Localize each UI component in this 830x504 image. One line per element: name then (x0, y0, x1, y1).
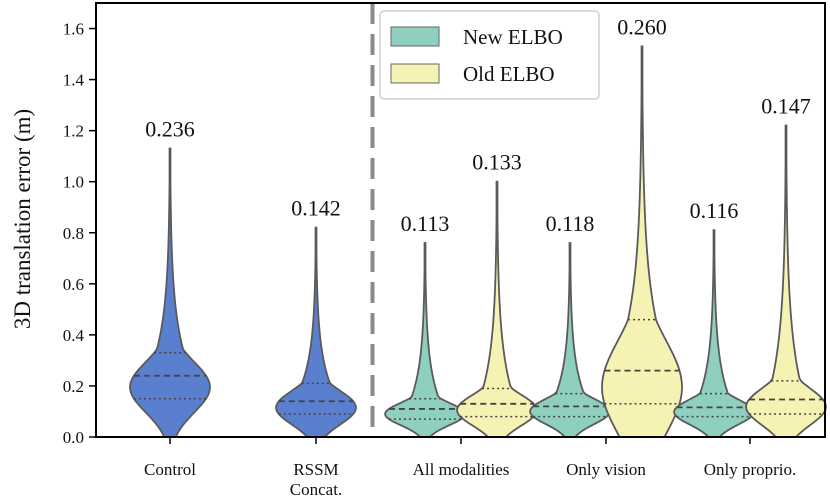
median-value-label: 0.113 (401, 211, 450, 236)
y-tick-label: 0.2 (63, 377, 84, 396)
median-annotations: 0.236 0.142 0.113 0.133 0.118 0.260 0.116 0.147 (145, 14, 811, 236)
x-category-label: Only vision (566, 460, 646, 479)
violin-body (745, 124, 827, 438)
legend-label-old-elbo: Old ELBO (463, 62, 555, 86)
median-value-label: 0.147 (761, 94, 811, 119)
x-axis-ticks: Control RSSM Concat. All modalities Only vis… (144, 437, 796, 499)
y-tick-label: 0.8 (63, 224, 84, 243)
violin-body (529, 242, 611, 438)
y-tick-label: 1.4 (63, 71, 85, 90)
violin-body (456, 180, 538, 438)
y-axis-label: 3D translation error (m) (10, 109, 35, 329)
median-value-label: 0.236 (145, 117, 195, 142)
violin-body (673, 229, 755, 438)
y-tick-label: 0.6 (63, 275, 84, 294)
x-category-label: All modalities (413, 460, 510, 479)
legend-label-new-elbo: New ELBO (463, 25, 563, 49)
median-value-label: 0.260 (617, 14, 667, 39)
median-value-label: 0.142 (291, 196, 341, 221)
violin-body (384, 242, 466, 438)
plot-frame (95, 2, 826, 438)
median-value-label: 0.116 (690, 198, 739, 223)
y-tick-label: 0.0 (63, 428, 84, 447)
violin-body (601, 45, 683, 438)
x-category-label: Only proprio. (704, 460, 797, 479)
x-category-label: Control (144, 460, 196, 479)
y-tick-label: 1.6 (63, 20, 84, 39)
legend-swatch-old-elbo (390, 63, 440, 84)
y-axis-ticks: 0.0 0.2 0.4 0.6 0.8 1.0 1.2 1.4 1.6 (63, 20, 96, 447)
y-tick-label: 0.4 (63, 326, 85, 345)
violins-group (129, 45, 827, 438)
violin-body (129, 147, 211, 438)
legend: New ELBO Old ELBO (379, 10, 600, 100)
median-value-label: 0.118 (546, 211, 595, 236)
y-tick-label: 1.2 (63, 122, 84, 141)
violin-body (275, 226, 357, 438)
median-value-label: 0.133 (472, 150, 522, 175)
y-tick-label: 1.0 (63, 173, 84, 192)
x-category-label: RSSM Concat. (290, 460, 342, 499)
legend-swatch-new-elbo (390, 26, 440, 47)
